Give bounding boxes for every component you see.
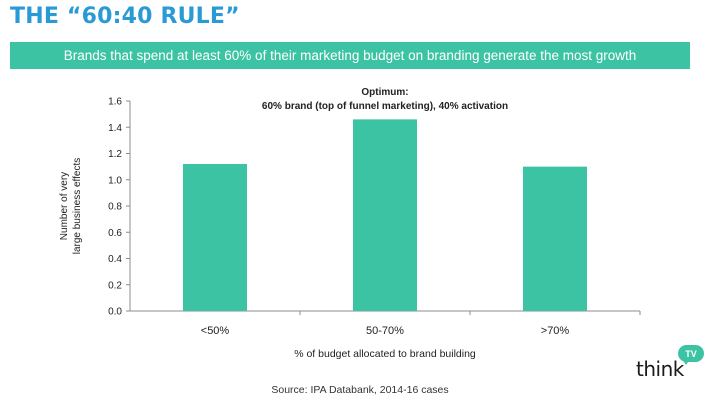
logo-badge-text: TV — [685, 348, 697, 359]
y-tick-label: 1.0 — [108, 175, 122, 186]
y-tick-label: 0.6 — [108, 228, 122, 239]
tv-speech-bubble-icon: TV — [678, 345, 704, 362]
y-tick-label: 0.8 — [108, 202, 122, 213]
y-axis-label: large business effects — [72, 158, 83, 255]
chart-annotation-title: Optimum: — [361, 87, 408, 98]
y-tick-label: 0.4 — [108, 254, 122, 265]
speech-bubble-tail — [682, 359, 690, 365]
logo-text: think — [636, 357, 684, 381]
bar — [353, 119, 417, 311]
source-note: Source: IPA Databank, 2014-16 cases — [271, 384, 449, 396]
y-tick-label: 0.2 — [108, 280, 122, 291]
bar — [183, 164, 247, 311]
y-tick-label: 1.4 — [108, 123, 122, 134]
x-tick-label: >70% — [541, 325, 570, 337]
bar — [523, 166, 587, 311]
bar-chart: 0.0 0.2 0.4 0.6 0.8 1.0 1.2 1.4 1.6 <50% 50-70% >70… — [59, 87, 641, 360]
y-axis-label: Number of very — [59, 172, 70, 240]
slide-title: THE “60:40 RULE” — [10, 4, 240, 29]
y-tick-label: 1.6 — [108, 97, 122, 108]
x-tick-label: <50% — [201, 325, 230, 337]
think-tv-logo: think TV — [636, 343, 716, 383]
x-axis-label: % of budget allocated to brand building — [294, 348, 476, 360]
chart-annotation-text: 60% brand (top of funnel marketing), 40%… — [262, 101, 508, 112]
y-tick-label: 1.2 — [108, 149, 122, 160]
x-tick-label: 50-70% — [366, 325, 404, 337]
subtitle-text: Brands that spend at least 60% of their … — [63, 48, 637, 63]
subtitle-banner: Brands that spend at least 60% of their … — [10, 42, 690, 69]
y-tick-label: 0.0 — [108, 307, 122, 318]
